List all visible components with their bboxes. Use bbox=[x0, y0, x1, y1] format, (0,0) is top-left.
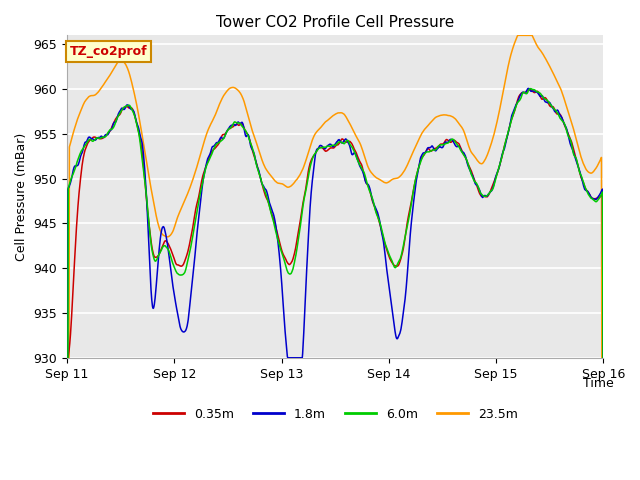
Y-axis label: Cell Pressure (mBar): Cell Pressure (mBar) bbox=[15, 132, 28, 261]
Title: Tower CO2 Profile Cell Pressure: Tower CO2 Profile Cell Pressure bbox=[216, 15, 454, 30]
X-axis label: Time: Time bbox=[583, 377, 614, 390]
Text: TZ_co2prof: TZ_co2prof bbox=[70, 45, 147, 58]
Legend: 0.35m, 1.8m, 6.0m, 23.5m: 0.35m, 1.8m, 6.0m, 23.5m bbox=[148, 403, 523, 426]
